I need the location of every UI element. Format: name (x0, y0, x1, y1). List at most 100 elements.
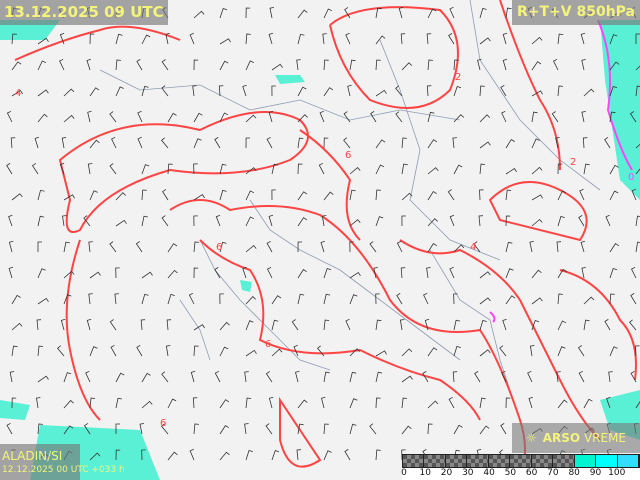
scale-tick-label: 80 (568, 468, 580, 478)
wind-barb (609, 85, 618, 97)
wind-barb (296, 449, 302, 461)
wind-barb (115, 423, 120, 434)
wind-barb (427, 8, 437, 19)
wind-barb (63, 114, 75, 123)
wind-barb (63, 399, 74, 409)
wind-barb (89, 271, 101, 279)
wind-barb (500, 85, 507, 97)
wind-barb (63, 241, 70, 253)
wind-barb (578, 215, 585, 227)
wind-barb (635, 215, 640, 227)
wind-barb (89, 346, 98, 357)
scale-tick-label: 30 (462, 468, 474, 478)
wind-barb (266, 266, 273, 279)
wind-barb (271, 163, 279, 175)
wind-barb (583, 88, 595, 97)
wind-barb (141, 271, 153, 279)
wind-barb (219, 241, 227, 253)
wind-barb (244, 423, 249, 435)
wind-barb (37, 297, 49, 305)
wind-barb (557, 190, 567, 201)
wind-barb (60, 318, 66, 331)
wind-barb (141, 189, 147, 201)
wind-barb (37, 375, 49, 383)
wind-barb (604, 137, 611, 149)
wind-barb (474, 371, 481, 383)
wind-barb (531, 111, 538, 123)
wind-barb (635, 345, 640, 357)
wind-barb (141, 372, 151, 383)
wind-barb (167, 163, 173, 175)
wind-barb (630, 293, 637, 305)
wind-barb (427, 400, 439, 409)
wind-barb (479, 163, 486, 175)
wind-barb (630, 370, 637, 383)
wind-barb (609, 267, 618, 279)
wind-barb (427, 139, 438, 149)
forecast-valid-time: 13.12.2025 09 UTC (0, 0, 168, 25)
wind-barb (505, 7, 512, 19)
wind-barb (635, 401, 640, 409)
wind-barb (271, 348, 283, 357)
wind-barb (583, 296, 595, 305)
wind-barb (11, 61, 22, 71)
country-borders (99, 0, 601, 421)
wind-barb (422, 371, 429, 383)
wind-barb (580, 32, 586, 45)
wind-barb (552, 58, 559, 71)
scale-cell (617, 455, 639, 467)
wind-barb (323, 191, 334, 201)
wind-barb (115, 372, 125, 383)
wind-barb (370, 111, 377, 123)
wind-barb (531, 138, 540, 149)
wind-barb (605, 214, 611, 227)
wind-barb (323, 293, 331, 305)
product-name: R+T+V 850hPa (511, 0, 640, 25)
wind-barb (242, 266, 247, 279)
wind-barb (427, 243, 438, 253)
wind-barb (401, 348, 413, 357)
wind-barb (88, 293, 93, 305)
wind-barb (86, 58, 91, 71)
wind-barb (345, 32, 351, 45)
wind-barb (219, 451, 230, 461)
wind-barb (447, 189, 455, 201)
wind-barb (63, 372, 72, 383)
wind-barb (502, 32, 508, 45)
wind-barb (453, 164, 463, 175)
wind-barb (63, 294, 72, 305)
wind-barb (609, 190, 619, 201)
wind-barb (401, 449, 406, 461)
wind-barb (349, 271, 361, 279)
wind-barb (531, 297, 543, 305)
wind-barb (271, 449, 280, 461)
wind-barb (110, 344, 117, 357)
scale-tick-label: 20 (440, 468, 453, 478)
wind-barb (165, 33, 170, 45)
wind-barb (375, 350, 387, 357)
wind-barb (189, 32, 195, 45)
wind-barb (423, 292, 429, 305)
wind-barb (297, 399, 308, 409)
wind-barb (473, 241, 481, 253)
wind-barb (427, 218, 438, 227)
wind-barb (395, 111, 403, 123)
wind-barb (609, 346, 618, 357)
wind-barb (399, 319, 405, 331)
wind-barb (115, 59, 121, 71)
wind-barb (375, 59, 381, 71)
wind-barb (375, 89, 387, 97)
wind-barb (424, 318, 430, 331)
wind-barb (323, 87, 334, 97)
wind-barb (141, 85, 149, 97)
wind-barb (136, 345, 143, 357)
scale-cell (574, 455, 597, 467)
wind-barb (453, 244, 465, 253)
wind-barb (193, 10, 205, 19)
wind-barb (219, 346, 229, 357)
wind-barb (581, 111, 586, 123)
wind-barb (477, 58, 482, 71)
wind-barb (349, 371, 357, 383)
wind-barb (556, 241, 562, 253)
wind-barb (8, 266, 14, 279)
